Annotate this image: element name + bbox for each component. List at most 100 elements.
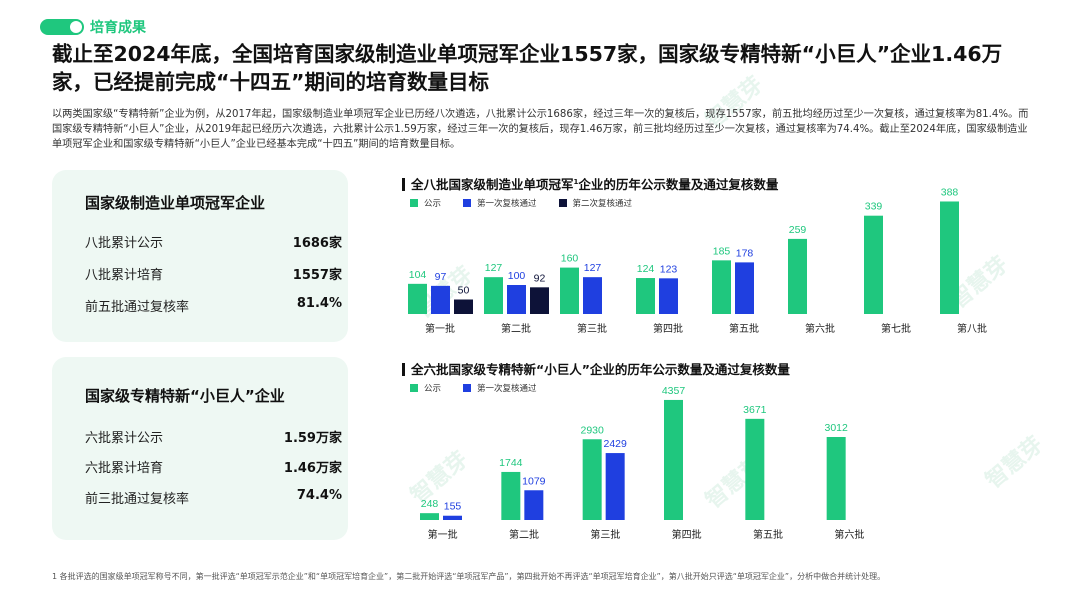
data-label: 1744 xyxy=(499,457,523,469)
legend-swatch xyxy=(463,199,472,207)
footnote: 1 各批评选的国家级单项冠军称号不同，第一批评选“单项冠军示范企业”和“单项冠军… xyxy=(52,572,886,581)
legend-swatch xyxy=(410,384,418,392)
stat-row: 八批累计培育 1557家 xyxy=(85,264,342,283)
data-label: 50 xyxy=(458,285,470,297)
legend-label: 公示 xyxy=(424,384,442,394)
bar-review2 xyxy=(454,299,473,314)
data-label: 339 xyxy=(865,201,883,213)
stat-value: 1557 xyxy=(292,268,329,283)
legend-label: 公示 xyxy=(424,199,442,209)
stat-row: 六批累计培育 1.46万家 xyxy=(85,457,342,476)
bar-announced xyxy=(636,278,655,314)
chart1-legend: 公示 第一次复核通过 第二次复核通过 xyxy=(410,197,632,209)
data-label: 3012 xyxy=(824,422,848,434)
data-label: 124 xyxy=(637,263,655,275)
bar-review1 xyxy=(431,285,450,314)
title-bar-icon xyxy=(402,363,405,376)
stat-unit: 家 xyxy=(328,236,342,251)
stat-value: 81.4% xyxy=(296,296,342,311)
data-label: 160 xyxy=(561,253,579,265)
data-label: 127 xyxy=(584,262,602,274)
stat-value: 1.59 xyxy=(283,431,316,446)
stat-label: 八批累计培育 xyxy=(85,268,164,283)
data-label: 3671 xyxy=(743,404,767,416)
data-label: 185 xyxy=(713,245,731,257)
description: 以两类国家级“专精特新”企业为例，从2017年起，国家级制造业单项冠军企业已历经… xyxy=(52,109,1029,150)
stat-row: 前五批通过复核率 81.4% xyxy=(85,296,342,315)
bar-announced xyxy=(484,277,503,314)
card-little-giant: 国家级专精特新“小巨人”企业 六批累计公示 1.59万家 六批累计培育 1.46… xyxy=(52,357,348,540)
x-tick-label: 第一批 xyxy=(425,322,455,335)
bar-announced xyxy=(940,201,959,314)
section-tag-label: 培育成果 xyxy=(90,20,146,36)
stat-label: 八批累计公示 xyxy=(85,236,164,251)
chart1-title-sup: 1 xyxy=(573,177,579,186)
bar-announced xyxy=(864,215,883,314)
x-tick-label: 第三批 xyxy=(590,528,620,541)
x-tick-label: 第七批 xyxy=(881,322,911,335)
x-tick-label: 第二批 xyxy=(501,322,531,335)
chart1-title: 全八批国家级制造业单项冠军1企业的历年公示数量及通过复核数量 xyxy=(402,174,778,193)
data-label: 100 xyxy=(508,270,526,282)
x-tick-label: 第四批 xyxy=(672,528,702,541)
tag-pill-icon xyxy=(40,19,84,35)
bar-announced xyxy=(408,283,427,314)
bar-announced xyxy=(420,513,439,520)
card-title: 国家级制造业单项冠军企业 xyxy=(85,194,266,212)
bar-announced xyxy=(501,471,521,520)
bar-announced xyxy=(560,267,579,314)
stat-row: 前三批通过复核率 74.4% xyxy=(85,488,342,507)
data-label: 127 xyxy=(485,262,503,274)
x-tick-label: 第五批 xyxy=(729,322,759,335)
bar-announced xyxy=(664,399,683,520)
x-tick-label: 第八批 xyxy=(957,322,987,335)
bar-announced xyxy=(745,418,765,520)
data-label: 4357 xyxy=(662,385,686,397)
data-label: 388 xyxy=(941,186,959,198)
bar-review1 xyxy=(443,515,462,520)
legend-label: 第一次复核通过 xyxy=(477,199,537,209)
stat-label: 六批累计培育 xyxy=(85,461,164,476)
bar-review1 xyxy=(659,278,678,314)
bar-announced xyxy=(788,238,807,314)
chart1-plot: 104 97 50 第一批 127 100 92 第二批 160 127 第三批 124 123 第四批 1… xyxy=(408,186,987,335)
stat-value: 74.4% xyxy=(296,488,342,503)
bar-review1 xyxy=(735,262,754,314)
stat-unit: 家 xyxy=(328,268,342,283)
stat-row: 八批累计公示 1686家 xyxy=(85,232,342,251)
bar-announced xyxy=(582,439,602,520)
data-label: 1079 xyxy=(522,475,546,487)
chart2-title-main: 全六批国家级专精特新“小巨人”企业的历年公示数量及通过复核数量 xyxy=(411,362,790,377)
bar-review1 xyxy=(507,285,526,314)
chart1-title-rest: 企业的历年公示数量及通过复核数量 xyxy=(578,177,779,192)
bar-announced xyxy=(826,437,846,520)
stat-label: 前三批通过复核率 xyxy=(85,492,190,507)
stat-unit: 万家 xyxy=(315,461,342,476)
stat-value: 1686 xyxy=(292,236,329,251)
data-label: 92 xyxy=(534,272,546,284)
chart2-legend: 公示 第一次复核通过 xyxy=(410,382,537,394)
x-tick-label: 第一批 xyxy=(428,528,458,541)
x-tick-label: 第六批 xyxy=(805,322,835,335)
data-label: 248 xyxy=(421,498,439,510)
chart2-plot: 248 155 第一批 1744 1079 第二批 2930 2429 第三批 4357 第四批 36… xyxy=(420,385,864,541)
bar-review1 xyxy=(524,490,544,520)
data-label: 97 xyxy=(435,271,447,283)
section-tag: 培育成果 xyxy=(40,17,146,37)
stat-label: 前五批通过复核率 xyxy=(85,300,190,315)
stat-row: 六批累计公示 1.59万家 xyxy=(85,427,342,446)
chart1-title-main: 全八批国家级制造业单项冠军 xyxy=(411,177,574,192)
x-tick-label: 第三批 xyxy=(577,322,607,335)
legend-swatch xyxy=(463,384,472,392)
x-tick-label: 第二批 xyxy=(509,528,539,541)
title-bar-icon xyxy=(402,178,405,191)
data-label: 123 xyxy=(660,263,678,275)
data-label: 178 xyxy=(736,247,754,259)
card-single-champion: 国家级制造业单项冠军企业 八批累计公示 1686家 八批累计培育 1557家 前… xyxy=(52,170,348,342)
page-title: 截止至2024年底，全国培育国家级制造业单项冠军企业1557家，国家级专精特新“… xyxy=(52,42,1003,94)
chart2-title: 全六批国家级专精特新“小巨人”企业的历年公示数量及通过复核数量 xyxy=(402,359,790,378)
bar-review1 xyxy=(605,453,625,520)
stat-value: 1.46 xyxy=(283,461,316,476)
bar-review2 xyxy=(530,287,549,314)
data-label: 2930 xyxy=(580,424,604,436)
